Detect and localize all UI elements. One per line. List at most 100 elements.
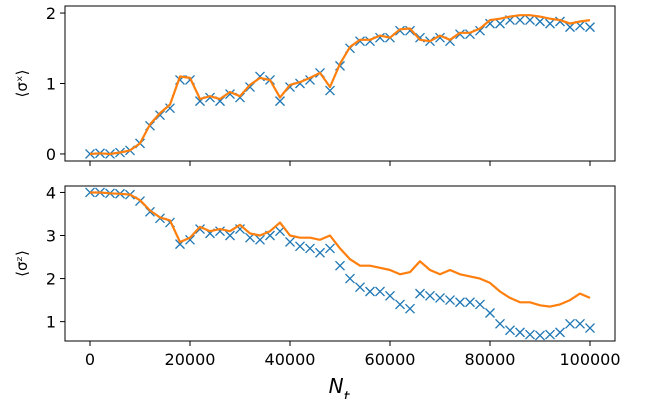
- marker-stroke: [495, 18, 505, 29]
- data-point: [465, 297, 475, 308]
- data-point: [515, 15, 525, 26]
- data-point: [305, 243, 315, 254]
- data-point: [435, 32, 445, 43]
- data-point: [415, 288, 425, 299]
- data-point: [555, 327, 565, 338]
- marker-stroke: [375, 286, 385, 297]
- marker-stroke: [395, 299, 405, 310]
- marker-stroke: [405, 25, 415, 36]
- data-point: [475, 25, 485, 36]
- data-point: [425, 290, 435, 301]
- data-point: [495, 318, 505, 329]
- marker-stroke: [235, 92, 245, 103]
- marker-stroke: [185, 234, 195, 245]
- marker-stroke: [445, 295, 455, 306]
- marker-stroke: [365, 286, 375, 297]
- marker-stroke: [555, 327, 565, 338]
- marker-stroke: [335, 260, 345, 271]
- data-point: [195, 224, 205, 235]
- y-tick-label: 1: [46, 313, 56, 332]
- data-point: [335, 260, 345, 271]
- marker-stroke: [515, 327, 525, 338]
- data-point: [585, 22, 595, 33]
- data-point: [205, 92, 215, 103]
- data-point: [515, 327, 525, 338]
- marker-stroke: [475, 299, 485, 310]
- x-tick-label: 0: [85, 350, 95, 369]
- marker-stroke: [305, 243, 315, 254]
- marker-stroke: [415, 288, 425, 299]
- data-point: [325, 243, 335, 254]
- data-point: [505, 325, 515, 336]
- chart-panel-1: 0 1 2 ⟨σˣ⟩: [13, 4, 616, 166]
- marker-stroke: [355, 36, 365, 47]
- marker-stroke: [565, 22, 575, 33]
- data-point: [155, 110, 165, 121]
- marker-stroke: [195, 224, 205, 235]
- x-tick-label: 60000: [365, 350, 416, 369]
- plot-frame: [64, 185, 616, 342]
- data-point: [575, 318, 585, 329]
- data-point: [345, 273, 355, 284]
- data-point: [255, 234, 265, 245]
- marker-stroke: [525, 329, 535, 340]
- marker-stroke: [555, 16, 565, 27]
- data-point: [365, 286, 375, 297]
- marker-stroke: [515, 15, 525, 26]
- data-point: [225, 89, 235, 100]
- data-point: [225, 230, 235, 241]
- data-point: [275, 96, 285, 107]
- marker-stroke: [225, 230, 235, 241]
- marker-stroke: [415, 32, 425, 43]
- marker-stroke: [465, 297, 475, 308]
- plot-frame: [64, 5, 616, 162]
- marker-stroke: [375, 32, 385, 43]
- data-point: [455, 297, 465, 308]
- data-point: [295, 241, 305, 252]
- data-point: [405, 303, 415, 314]
- data-point: [215, 226, 225, 237]
- data-point: [355, 36, 365, 47]
- chart-panel-2: 1 2 3 4 0 20000 40000 60000 80000 100000 ⟨σᶻ⟩: [13, 183, 621, 369]
- y-axis-label: ⟨σᶻ⟩: [13, 250, 31, 277]
- y-tick-label: 0: [46, 145, 56, 164]
- marker-stroke: [405, 303, 415, 314]
- marker-stroke: [315, 247, 325, 258]
- marker-stroke: [355, 282, 365, 293]
- data-point: [445, 295, 455, 306]
- y-tick-label: 1: [46, 75, 56, 94]
- marker-stroke: [495, 318, 505, 329]
- x-tick-label: 80000: [465, 350, 516, 369]
- marker-stroke: [575, 20, 585, 31]
- marker-stroke: [425, 290, 435, 301]
- marker-stroke: [345, 273, 355, 284]
- x-tick-label: 100000: [559, 350, 620, 369]
- data-point: [165, 103, 175, 114]
- marker-stroke: [265, 230, 275, 241]
- series-line: [89, 14, 591, 156]
- marker-stroke: [505, 325, 515, 336]
- data-point: [185, 234, 195, 245]
- marker-stroke: [255, 234, 265, 245]
- data-point: [385, 290, 395, 301]
- marker-stroke: [585, 22, 595, 33]
- data-point: [435, 292, 445, 303]
- data-point: [455, 29, 465, 40]
- marker-stroke: [295, 241, 305, 252]
- x-axis-label: Nt: [329, 374, 351, 399]
- marker-stroke: [435, 292, 445, 303]
- y-tick-label: 3: [46, 227, 56, 246]
- data-point: [315, 247, 325, 258]
- y-tick-label: 4: [46, 183, 56, 202]
- marker-stroke: [585, 323, 595, 334]
- marker-stroke: [545, 18, 555, 29]
- data-point: [535, 330, 545, 341]
- marker-stroke: [285, 237, 295, 247]
- x-tick-label: 40000: [265, 350, 316, 369]
- data-point: [565, 22, 575, 33]
- data-point: [585, 323, 595, 334]
- marker-stroke: [435, 32, 445, 43]
- data-point: [285, 237, 295, 247]
- marker-stroke: [525, 15, 535, 26]
